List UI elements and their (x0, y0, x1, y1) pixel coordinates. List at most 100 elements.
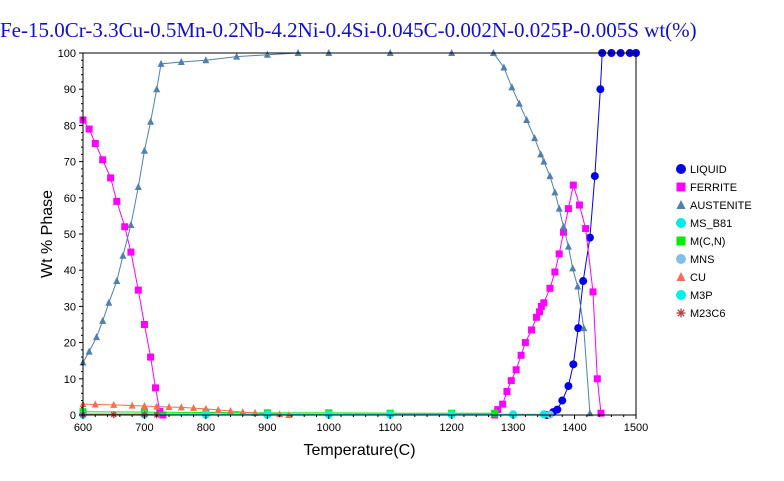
austenite-point (113, 277, 121, 285)
chart-title: Fe-15.0Cr-3.3Cu-0.5Mn-0.2Nb-4.2Ni-0.4Si-… (0, 18, 697, 42)
austenite-point (574, 282, 582, 290)
austenite-point (559, 222, 567, 230)
legend-marker-austenite (676, 200, 686, 209)
ferrite-point (555, 250, 563, 258)
x-tick-label: 1200 (439, 422, 463, 434)
austenite-point (233, 52, 241, 60)
ferrite-point (91, 140, 99, 147)
ferrite-point (107, 174, 115, 182)
ferrite-point (517, 351, 525, 359)
liquid-point (574, 324, 583, 333)
legend-label-ferrite: FERRITE (690, 182, 737, 194)
ferrite-point (140, 321, 148, 328)
legend-item-m23c6: M23C6 (676, 308, 725, 320)
austenite-point (153, 85, 161, 93)
ferrite-point (569, 181, 577, 189)
legend-item-m-c-n: M(C,N) (676, 236, 725, 248)
legend-marker-m3p (676, 290, 686, 300)
cu-point (239, 408, 247, 416)
plot-frame (82, 52, 637, 416)
legend-item-austenite: AUSTENITE (676, 200, 752, 212)
austenite-point (500, 63, 508, 71)
series-austenite (79, 49, 594, 417)
cu-point (165, 403, 173, 411)
ferrite-point (597, 409, 605, 417)
ferrite-point (127, 248, 135, 256)
y-tick-label: 0 (70, 410, 76, 422)
austenite-point (147, 117, 155, 125)
ferrite-point (152, 384, 160, 392)
series-liquid (542, 49, 640, 419)
ferrite-point (121, 223, 129, 231)
ferrite-point (551, 268, 559, 276)
legend-item-cu: CU (676, 272, 706, 284)
y-tick-label: 20 (64, 338, 76, 350)
cu-point (190, 404, 198, 412)
cu-point (202, 404, 210, 412)
y-tick-label: 90 (64, 84, 76, 96)
ferrite-point (85, 125, 93, 133)
ferrite-point (147, 353, 155, 361)
cu-point (91, 400, 99, 408)
ferrite-point (521, 339, 529, 347)
x-tick-label: 1300 (501, 422, 525, 434)
legend-label-austenite: AUSTENITE (690, 200, 752, 212)
y-tick-label: 50 (64, 229, 76, 241)
ferrite-point (537, 302, 545, 310)
legend-item-mns: MNS (676, 254, 714, 266)
legend-label-m3p: M3P (690, 290, 713, 302)
legend-item-liquid: LIQUID (676, 164, 727, 176)
liquid-point (558, 396, 567, 405)
austenite-point (177, 58, 185, 66)
liquid-point (590, 172, 599, 181)
austenite-line (82, 52, 591, 414)
cu-point (276, 410, 284, 418)
ferrite-point (575, 201, 583, 209)
x-tick-label: 1100 (378, 422, 402, 434)
austenite-point (93, 333, 101, 341)
austenite-point (515, 99, 523, 107)
ferrite-point (593, 375, 601, 383)
austenite-point (580, 324, 588, 332)
ferrite-point (113, 197, 121, 205)
austenite-point (140, 146, 148, 154)
ferrite-point (559, 228, 567, 236)
legend-item-ferrite: FERRITE (676, 182, 737, 194)
liquid-point (564, 382, 573, 391)
liquid-point (585, 233, 594, 242)
cu-point (177, 403, 185, 411)
ferrite-point (589, 288, 597, 296)
austenite-point (105, 298, 113, 306)
austenite-point (134, 182, 142, 190)
legend-label-ms-b81: MS_B81 (690, 218, 732, 230)
legend-item-m3p: M3P (676, 290, 713, 302)
y-tick-label: 70 (64, 157, 76, 169)
austenite-point (537, 150, 545, 158)
ferrite-point (99, 156, 107, 164)
austenite-point (531, 134, 539, 142)
austenite-point (85, 347, 93, 355)
x-tick-label: 800 (197, 422, 215, 434)
austenite-point (564, 242, 572, 250)
axes: 600 700 800 900 1000 1100 1200 1300 1400 1500 0 10 2… (58, 48, 649, 434)
x-tick-label: 1500 (624, 422, 648, 434)
ferrite-point (156, 407, 164, 415)
series-ms-b81 (79, 409, 548, 419)
liquid-point (596, 85, 605, 94)
x-axis-label: Temperature(C) (303, 442, 415, 459)
ferrite-line (82, 119, 602, 416)
ferrite-point (536, 308, 544, 316)
legend-marker-ferrite (676, 182, 686, 192)
legend-marker-mns (676, 254, 686, 264)
ferrite-point (564, 205, 572, 213)
ferrite-point (540, 299, 548, 307)
cu-point (226, 407, 234, 415)
series-ferrite (79, 116, 605, 419)
cu-point (251, 408, 259, 416)
ferrite-point (532, 313, 540, 321)
legend: LIQUID FERRITE AUSTENITE MS_B81 M(C,N) MNS CU M… (676, 164, 752, 320)
y-tick-label: 60 (64, 193, 76, 205)
legend-label-m-c-n: M(C,N) (690, 236, 725, 248)
austenite-point (569, 264, 577, 272)
